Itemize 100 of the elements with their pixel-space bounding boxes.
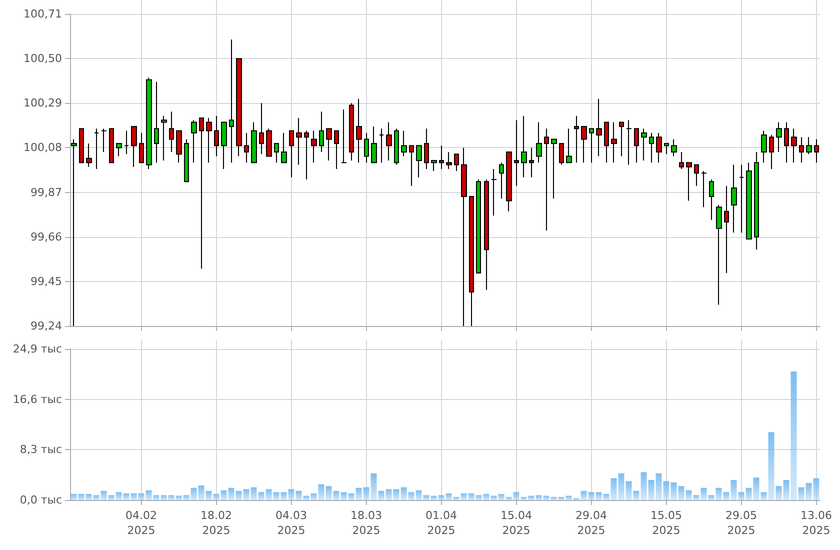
candlestick xyxy=(476,179,481,274)
x-tick-label: 18.02 2025 xyxy=(200,509,232,537)
candlestick xyxy=(499,162,504,200)
bar xyxy=(700,488,707,500)
candlestick xyxy=(439,145,444,170)
bar xyxy=(746,488,752,500)
candlestick xyxy=(724,185,729,274)
candlestick xyxy=(461,147,467,326)
candlestick xyxy=(169,111,174,152)
bar xyxy=(430,496,437,500)
bar xyxy=(236,490,242,500)
bar xyxy=(438,495,444,500)
bar xyxy=(580,490,587,500)
bar xyxy=(213,494,220,500)
candlestick xyxy=(259,102,264,155)
bar xyxy=(220,490,227,500)
bar xyxy=(536,495,542,500)
bar xyxy=(280,492,287,500)
bar xyxy=(618,473,624,500)
bar xyxy=(78,494,84,500)
candlestick xyxy=(761,130,767,164)
bar xyxy=(378,490,384,500)
bar xyxy=(93,495,100,500)
candlestick xyxy=(139,132,144,164)
candlestick xyxy=(221,122,227,170)
candlestick xyxy=(199,118,204,270)
candlestick xyxy=(671,138,677,157)
candlestick xyxy=(296,118,302,166)
x-tick-label: 04.03 2025 xyxy=(276,509,307,537)
bar xyxy=(633,490,640,500)
bar xyxy=(506,496,512,500)
bar xyxy=(393,489,400,500)
y-tick-label: 100,50 xyxy=(24,52,62,66)
candlestick xyxy=(289,130,294,178)
bar xyxy=(168,495,174,500)
bar xyxy=(116,492,122,500)
candlestick xyxy=(244,132,249,164)
candlestick xyxy=(694,164,699,186)
bar xyxy=(640,472,647,500)
candlestick xyxy=(574,115,579,164)
bar xyxy=(798,487,804,500)
candlestick xyxy=(416,145,422,178)
candlestick xyxy=(349,102,354,161)
candlestick xyxy=(266,128,272,157)
bar xyxy=(446,493,452,500)
bar xyxy=(453,496,460,500)
bar xyxy=(333,490,340,500)
candlestick xyxy=(311,130,317,164)
bar xyxy=(258,492,264,500)
candlestick xyxy=(566,128,572,164)
candlestick xyxy=(686,162,692,202)
candlestick xyxy=(161,115,167,161)
bar xyxy=(543,496,550,500)
y-tick-label: 24,9 тыс xyxy=(12,342,62,356)
candlestick xyxy=(596,98,602,157)
bar xyxy=(603,494,610,500)
candlestick xyxy=(611,122,617,164)
candlestick xyxy=(484,179,489,290)
bar xyxy=(648,480,654,500)
bar xyxy=(490,496,497,500)
bar xyxy=(596,492,602,500)
bar xyxy=(513,492,520,500)
y-tick-label: 0,0 тыс xyxy=(20,494,62,506)
bar xyxy=(160,495,167,500)
x-tick-label: 15.04 2025 xyxy=(500,509,532,537)
candlestick xyxy=(649,132,654,164)
bar xyxy=(363,487,370,500)
bar xyxy=(416,490,422,500)
candlestick xyxy=(754,151,759,250)
bar xyxy=(708,495,714,500)
bar xyxy=(738,492,744,500)
candlestick xyxy=(364,132,369,164)
bar xyxy=(326,486,332,500)
candlestick xyxy=(319,111,324,152)
candlestick xyxy=(409,145,414,186)
bar xyxy=(348,493,354,500)
bar xyxy=(228,488,234,500)
candlestick xyxy=(521,115,527,178)
bar xyxy=(468,493,474,500)
candlestick xyxy=(101,128,107,152)
bar xyxy=(716,488,722,500)
candlestick xyxy=(544,128,549,231)
candlestick xyxy=(71,138,77,326)
bar xyxy=(663,481,670,500)
x-tick-label: 04.02 2025 xyxy=(126,509,157,537)
candlestick xyxy=(326,128,332,161)
bar xyxy=(783,480,790,500)
candlestick xyxy=(191,120,197,164)
candlestick xyxy=(581,126,587,164)
bar xyxy=(566,496,572,500)
x-tick-label: 29.04 2025 xyxy=(576,509,607,537)
bar xyxy=(70,494,77,500)
bar xyxy=(678,486,684,500)
bar xyxy=(243,489,250,500)
bar xyxy=(693,495,700,500)
bar xyxy=(146,490,152,500)
candlestick xyxy=(86,142,92,168)
candlestick xyxy=(514,120,519,186)
bar xyxy=(356,488,362,500)
candlestick xyxy=(551,138,557,200)
